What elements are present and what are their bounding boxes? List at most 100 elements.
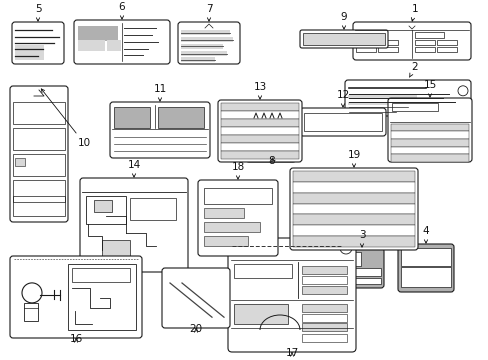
Bar	[249, 118, 291, 130]
Bar	[158, 107, 203, 128]
Bar	[390, 147, 468, 154]
Bar	[303, 33, 384, 45]
FancyBboxPatch shape	[198, 180, 278, 256]
Bar	[234, 264, 291, 278]
Bar	[391, 103, 437, 111]
Bar	[302, 334, 346, 342]
Bar	[13, 102, 65, 124]
Bar	[106, 40, 121, 51]
Bar	[390, 123, 468, 131]
Bar	[13, 180, 65, 202]
Bar	[221, 143, 298, 151]
FancyBboxPatch shape	[80, 178, 187, 272]
Bar	[302, 314, 346, 322]
Text: 14: 14	[127, 160, 141, 177]
Bar	[355, 40, 375, 45]
Bar	[347, 102, 435, 105]
Bar	[181, 30, 230, 35]
Bar	[72, 268, 130, 282]
Bar	[390, 154, 468, 162]
Bar	[249, 132, 291, 156]
FancyBboxPatch shape	[162, 268, 229, 328]
FancyBboxPatch shape	[218, 100, 302, 162]
Text: 19: 19	[346, 150, 360, 167]
FancyBboxPatch shape	[74, 20, 170, 64]
Bar	[302, 266, 346, 274]
Bar	[292, 171, 414, 182]
Text: 16: 16	[69, 334, 82, 344]
FancyBboxPatch shape	[178, 22, 240, 64]
FancyBboxPatch shape	[289, 168, 417, 250]
Bar	[221, 127, 298, 135]
Bar	[221, 135, 298, 143]
Bar	[24, 303, 38, 321]
Bar	[390, 139, 468, 147]
Bar	[414, 40, 434, 45]
Bar	[342, 268, 380, 276]
Bar	[414, 47, 434, 52]
Bar	[203, 222, 260, 232]
Bar	[68, 264, 136, 330]
Text: 15: 15	[423, 80, 436, 97]
FancyBboxPatch shape	[345, 80, 470, 116]
Bar	[378, 47, 398, 52]
Bar	[292, 182, 414, 193]
Bar	[94, 200, 112, 212]
FancyBboxPatch shape	[110, 102, 209, 158]
Text: 6: 6	[119, 2, 125, 19]
Bar	[78, 26, 118, 41]
Text: 8: 8	[268, 156, 275, 166]
FancyBboxPatch shape	[10, 256, 142, 338]
Bar	[302, 286, 346, 294]
Bar	[342, 278, 380, 284]
Bar	[181, 44, 223, 49]
Bar	[292, 236, 414, 247]
Bar	[390, 131, 468, 139]
Bar	[15, 45, 43, 60]
Bar	[355, 47, 375, 52]
FancyBboxPatch shape	[299, 30, 387, 48]
Bar	[400, 267, 450, 287]
Bar	[378, 40, 398, 45]
Bar	[203, 236, 247, 246]
Bar	[181, 57, 214, 62]
Bar	[15, 158, 25, 166]
Bar	[221, 151, 298, 159]
Bar	[203, 188, 271, 204]
Text: 13: 13	[253, 82, 266, 99]
FancyBboxPatch shape	[10, 86, 68, 222]
Bar	[221, 103, 298, 111]
Bar	[292, 193, 414, 203]
Text: 10: 10	[41, 89, 90, 148]
Bar	[203, 208, 244, 218]
Text: 17: 17	[285, 348, 298, 358]
FancyBboxPatch shape	[299, 108, 385, 136]
Bar	[292, 215, 414, 225]
Bar	[400, 248, 450, 266]
Bar	[114, 107, 150, 128]
Text: 5: 5	[35, 4, 41, 21]
Bar	[13, 196, 65, 216]
Bar	[130, 198, 176, 220]
Bar	[436, 40, 456, 45]
Text: 18: 18	[231, 162, 244, 179]
Bar	[436, 47, 456, 52]
Bar	[302, 323, 346, 331]
Text: 7: 7	[205, 4, 212, 21]
Bar	[102, 240, 130, 258]
Text: 1: 1	[410, 4, 417, 21]
Bar	[292, 203, 414, 215]
FancyBboxPatch shape	[352, 22, 470, 60]
Text: 3: 3	[358, 230, 365, 247]
Bar	[302, 276, 346, 284]
Bar	[13, 128, 65, 150]
Bar	[181, 51, 226, 56]
Text: 2: 2	[408, 62, 417, 77]
Text: 4: 4	[422, 226, 428, 243]
Bar	[181, 37, 232, 42]
Bar	[302, 304, 346, 312]
Bar	[304, 113, 381, 131]
FancyBboxPatch shape	[397, 244, 453, 292]
Bar	[292, 225, 414, 236]
Bar	[78, 40, 104, 51]
